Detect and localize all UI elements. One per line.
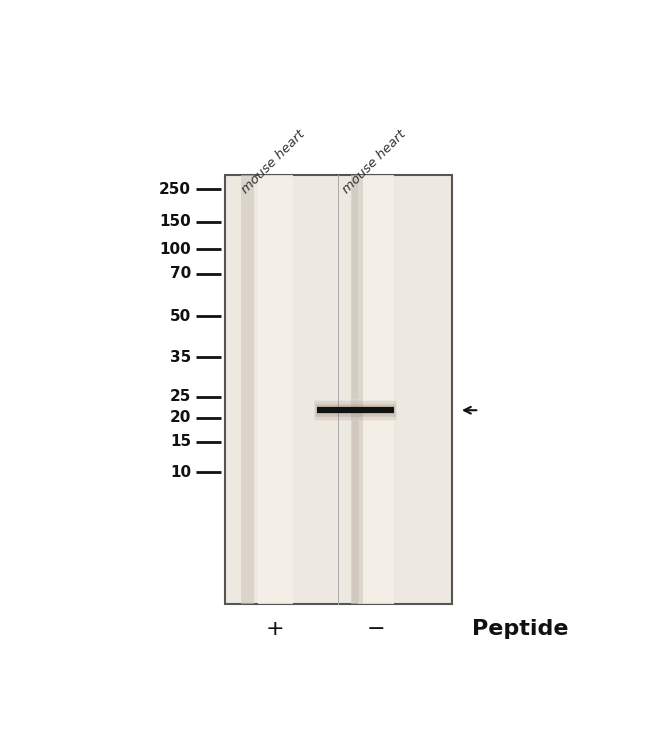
Text: 15: 15: [170, 434, 191, 449]
Text: mouse heart: mouse heart: [239, 128, 307, 196]
Bar: [351, 175, 363, 604]
Text: +: +: [266, 619, 285, 639]
Text: 250: 250: [159, 182, 191, 197]
Text: 100: 100: [159, 242, 191, 256]
Text: 50: 50: [170, 309, 191, 324]
Text: 25: 25: [170, 389, 191, 404]
Text: −: −: [367, 619, 385, 639]
Text: 150: 150: [159, 214, 191, 230]
Text: 10: 10: [170, 465, 191, 479]
Text: 20: 20: [170, 410, 191, 425]
Bar: [241, 175, 254, 604]
Bar: [225, 175, 452, 604]
Bar: [257, 175, 292, 604]
Text: 70: 70: [170, 266, 191, 281]
Text: Peptide: Peptide: [472, 619, 568, 639]
Text: 35: 35: [170, 350, 191, 365]
Text: mouse heart: mouse heart: [339, 128, 408, 196]
Bar: [358, 175, 393, 604]
